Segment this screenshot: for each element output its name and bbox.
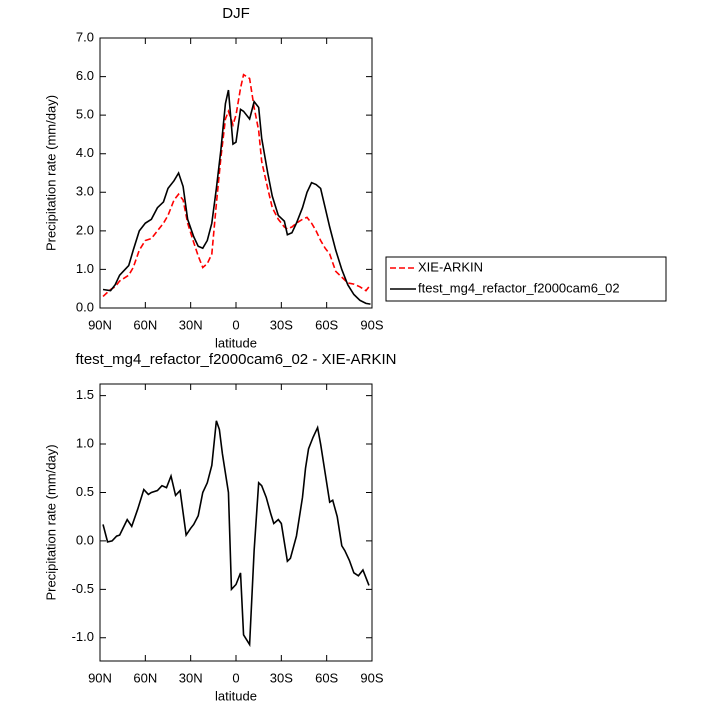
y-tick-label: 2.0 xyxy=(76,222,94,237)
x-tick-label: 60N xyxy=(133,670,157,685)
y-tick-label: 6.0 xyxy=(76,68,94,83)
data-line xyxy=(102,420,370,648)
x-tick-label: 90S xyxy=(360,317,383,332)
x-tick-label: 90N xyxy=(88,317,112,332)
x-tick-label: 90S xyxy=(360,670,383,685)
x-tick-label: 30S xyxy=(270,670,293,685)
y-tick-label: 1.0 xyxy=(76,261,94,276)
legend-label: XIE-ARKIN xyxy=(418,259,483,274)
y-tick-label: -0.5 xyxy=(72,581,94,596)
x-tick-label: 60N xyxy=(133,317,157,332)
x-tick-label: 90N xyxy=(88,670,112,685)
y-tick-label: 1.5 xyxy=(76,387,94,402)
x-tick-label: 60S xyxy=(315,317,338,332)
x-axis-label: latitude xyxy=(215,688,257,703)
y-tick-label: 0.0 xyxy=(76,532,94,547)
y-tick-label: 7.0 xyxy=(76,29,94,44)
x-tick-label: 0 xyxy=(232,317,239,332)
plot-frame xyxy=(99,37,373,309)
y-tick-label: 5.0 xyxy=(76,107,94,122)
x-tick-label: 60S xyxy=(315,670,338,685)
y-tick-label: 0.5 xyxy=(76,484,94,499)
x-tick-label: 30N xyxy=(179,670,203,685)
y-tick-label: 1.0 xyxy=(76,435,94,450)
chart-title: ftest_mg4_refactor_f2000cam6_02 - XIE-AR… xyxy=(76,351,397,368)
y-axis-label: Precipitation rate (mm/day) xyxy=(43,95,58,251)
data-line xyxy=(102,89,371,305)
x-tick-label: 0 xyxy=(232,670,239,685)
chart-title: DJF xyxy=(222,5,250,22)
y-tick-label: 3.0 xyxy=(76,184,94,199)
y-tick-label: 4.0 xyxy=(76,145,94,160)
data-line xyxy=(102,73,372,298)
x-tick-label: 30N xyxy=(179,317,203,332)
y-axis-label: Precipitation rate (mm/day) xyxy=(43,444,58,600)
x-tick-label: 30S xyxy=(270,317,293,332)
x-axis-label: latitude xyxy=(215,335,257,350)
y-tick-label: -1.0 xyxy=(72,629,94,644)
y-tick-label: 0.0 xyxy=(76,299,94,314)
legend-box xyxy=(385,256,667,302)
plot-frame xyxy=(99,383,373,662)
legend-label: ftest_mg4_refactor_f2000cam6_02 xyxy=(418,280,620,295)
